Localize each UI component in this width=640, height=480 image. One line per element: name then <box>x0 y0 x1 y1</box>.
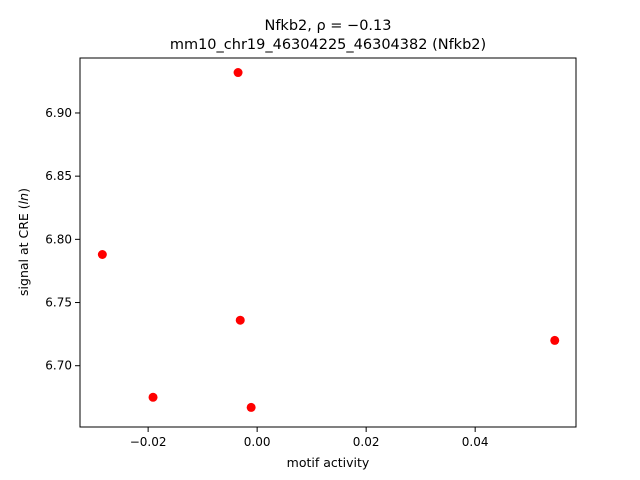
x-tick-label: −0.02 <box>130 435 167 449</box>
y-axis-label-unit: ln <box>16 193 31 204</box>
axis-ticks: 6.70 6.75 6.80 6.85 6.90 −0.02 0.00 0.02 0.04 <box>45 106 488 449</box>
y-tick-label: 6.85 <box>45 169 72 183</box>
y-axis-label: signal at CRE (ln) <box>16 188 31 296</box>
chart-title-line2: mm10_chr19_46304225_46304382 (Nfkb2) <box>170 37 486 53</box>
chart-title-line1: Nfkb2, ρ = −0.13 <box>264 18 391 34</box>
y-tick-label: 6.90 <box>45 106 72 120</box>
x-tick-label: 0.04 <box>462 435 489 449</box>
data-point <box>550 335 560 345</box>
data-point <box>97 250 107 260</box>
data-point <box>235 315 245 325</box>
y-tick-label: 6.75 <box>45 296 72 310</box>
data-points <box>97 68 560 412</box>
y-axis-label-text: signal at CRE ( <box>16 204 31 296</box>
y-axis-label-close: ) <box>16 188 31 193</box>
x-tick-label: 0.02 <box>353 435 380 449</box>
x-tick-label: 0.00 <box>244 435 271 449</box>
y-tick-label: 6.80 <box>45 232 72 246</box>
x-axis-label: motif activity <box>287 455 370 470</box>
plot-frame <box>79 57 577 428</box>
data-point <box>233 68 243 78</box>
data-point <box>148 392 158 402</box>
y-tick-label: 6.70 <box>45 359 72 373</box>
data-point <box>246 402 256 412</box>
